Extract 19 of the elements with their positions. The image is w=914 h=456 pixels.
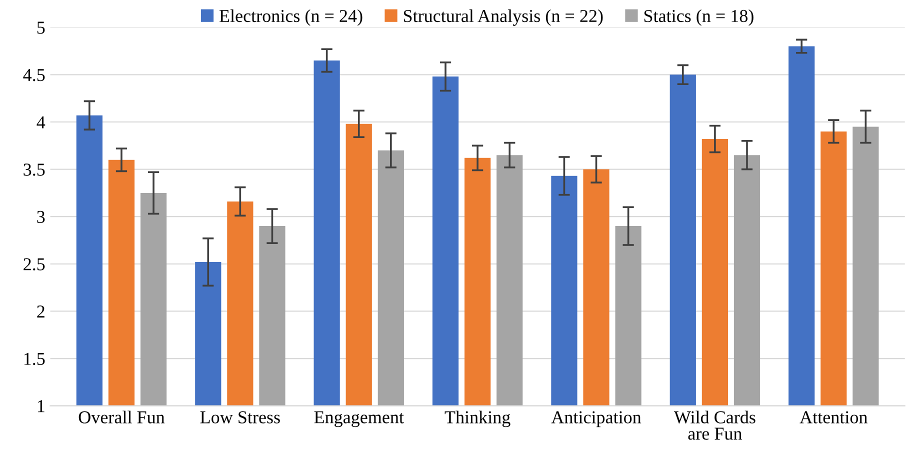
y-tick-label: 5: [37, 22, 45, 34]
x-tick-label: Wild Cards are Fun: [674, 410, 756, 440]
y-tick-label: 2: [37, 306, 44, 318]
x-tick-label: Overall Fun: [78, 410, 165, 424]
x-tick-label: Anticipation: [551, 411, 642, 428]
y-tick-label: 1: [38, 400, 44, 412]
x-tick-label: Attention: [800, 411, 868, 424]
x-tick-label: Low Stress: [200, 411, 280, 424]
legend-label: Statics (n = 18): [644, 9, 754, 26]
y-tick-label: 4: [36, 116, 46, 128]
y-tick-label: 3.5: [24, 164, 45, 176]
y-tick-label: 2.5: [24, 258, 45, 270]
legend-label: Structural Analysis (n = 22): [404, 9, 603, 26]
y-tick-label: 1.5: [24, 352, 45, 366]
legend-label: Electronics (n = 24): [220, 9, 362, 26]
x-tick-label: Thinking: [444, 410, 510, 428]
y-tick-label: 4.5: [23, 69, 45, 82]
x-tick-label: Engagement: [314, 411, 404, 428]
y-tick-label: 3: [37, 210, 45, 224]
